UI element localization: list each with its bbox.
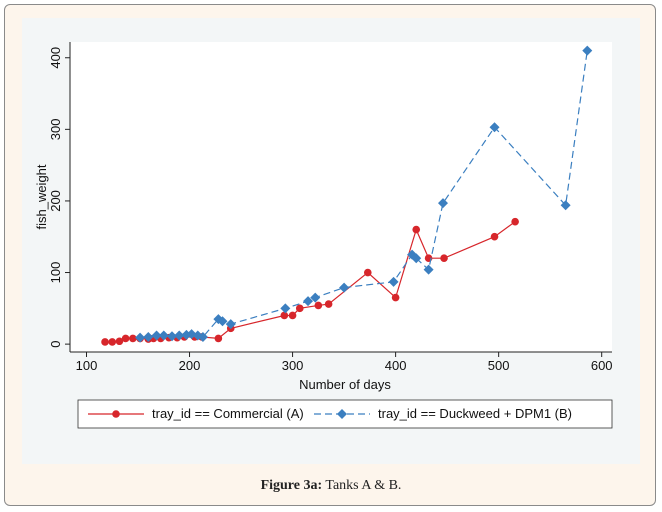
data-point (280, 303, 291, 314)
legend-marker (112, 410, 120, 418)
data-point (167, 331, 178, 342)
y-tick-label: 400 (48, 47, 63, 69)
data-point (438, 198, 449, 209)
data-point (280, 311, 289, 320)
data-point (582, 45, 593, 56)
data-point (388, 276, 399, 287)
data-point (225, 319, 236, 330)
data-point (391, 293, 400, 302)
y-axis-label: fish_weight (34, 164, 49, 229)
legend-label: tray_id == Duckweed + DPM1 (B) (378, 406, 572, 421)
data-point (423, 264, 434, 275)
data-point (490, 232, 499, 241)
data-point (511, 217, 519, 226)
data-point (121, 334, 130, 343)
data-point (363, 268, 372, 277)
data-point (489, 122, 500, 133)
x-tick-label: 400 (385, 358, 407, 373)
x-tick-label: 300 (282, 358, 304, 373)
x-tick-label: 100 (76, 358, 98, 373)
data-point (560, 200, 571, 211)
y-tick-label: 300 (48, 118, 63, 140)
y-tick-label: 0 (48, 341, 63, 348)
data-point (310, 292, 321, 303)
data-point (158, 330, 169, 341)
data-point (440, 254, 448, 263)
data-point (197, 331, 208, 342)
data-point (174, 330, 185, 341)
data-point (129, 334, 137, 343)
data-point (214, 334, 223, 343)
data-point (314, 301, 323, 310)
data-point (135, 332, 146, 343)
data-point (108, 338, 117, 346)
x-tick-label: 200 (179, 358, 201, 373)
legend-label: tray_id == Commercial (A) (152, 406, 304, 421)
data-point (303, 296, 314, 307)
x-tick-label: 500 (488, 358, 510, 373)
chart: Number of days fish_weight 0 100 200 300 400… (22, 18, 640, 464)
data-point (324, 300, 333, 308)
data-point (339, 282, 350, 293)
data-point (412, 225, 421, 234)
data-point (151, 330, 162, 341)
plot-region (70, 42, 612, 352)
x-tick-label: 600 (591, 358, 613, 373)
data-point (101, 338, 109, 346)
data-point (295, 304, 304, 313)
data-point (217, 316, 228, 327)
caption-label: Figure 3a: (260, 478, 323, 493)
y-tick-label: 100 (48, 262, 63, 284)
caption: Figure 3a: Tanks A & B. (0, 478, 662, 494)
data-point (288, 311, 297, 320)
data-point (115, 337, 124, 346)
data-point (143, 331, 154, 342)
caption-text: Tanks A & B. (325, 478, 402, 493)
y-tick-label: 200 (48, 190, 63, 212)
data-point (411, 253, 422, 264)
x-axis-label: Number of days (299, 377, 391, 392)
legend-marker (337, 409, 347, 419)
